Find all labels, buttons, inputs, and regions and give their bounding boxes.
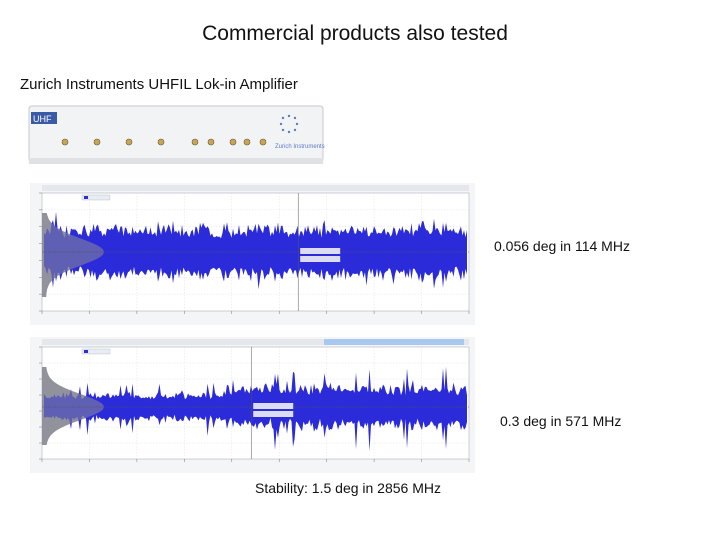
- legend-tag: [81, 194, 111, 201]
- device-brand: Zurich Instruments: [275, 144, 325, 150]
- slide-title: Commercial products also tested: [202, 22, 508, 45]
- readout-box: [300, 256, 341, 262]
- legend-swatch: [84, 350, 88, 353]
- lock-in-amplifier-image: UHF Zurich Instruments: [27, 104, 327, 166]
- readout-box: [253, 411, 294, 417]
- slide-subtitle: Zurich Instruments UHFIL Lok-in Amplifie…: [20, 76, 298, 93]
- device-logo: UHF: [33, 114, 52, 124]
- histogram-overlay: [42, 213, 104, 297]
- phase-plot-571mhz: [30, 337, 475, 473]
- plot-scroll-thumb: [42, 185, 469, 191]
- plot-scroll-thumb: [324, 339, 464, 345]
- phase-plot-114mhz: [30, 183, 475, 325]
- caption-114mhz: 0.056 deg in 114 MHz: [494, 238, 630, 254]
- plot-scrollbar: [42, 339, 469, 345]
- readout-box: [300, 248, 341, 254]
- signal-band: [44, 211, 467, 290]
- caption-571mhz: 0.3 deg in 571 MHz: [500, 413, 622, 429]
- histogram-overlay: [42, 367, 104, 445]
- legend-tag: [81, 348, 111, 355]
- readout-box: [253, 403, 294, 409]
- legend-swatch: [84, 196, 88, 199]
- caption-stability-2856mhz: Stability: 1.5 deg in 2856 MHz: [255, 480, 441, 496]
